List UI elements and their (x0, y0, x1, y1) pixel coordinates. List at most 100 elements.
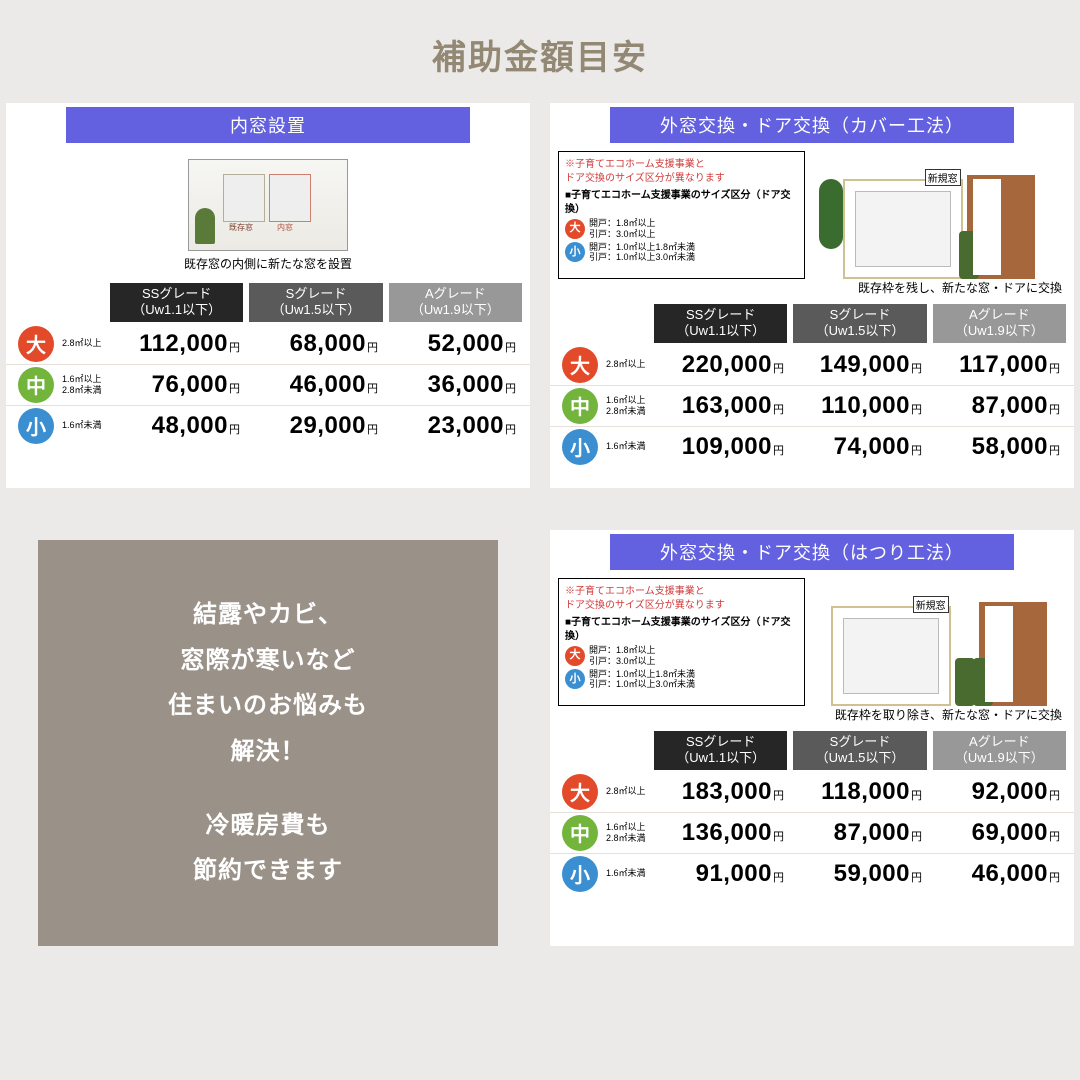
price-cell: 46,000円 (250, 371, 384, 399)
promo-line: 冷暖房費も (206, 803, 331, 849)
grade-header: Aグレード（Uw1.9以下） (389, 283, 522, 322)
price-row: 中 1.6㎡以上2.8㎡未満76,000円46,000円36,000円 (6, 365, 530, 406)
card-caption: 既存枠を残し、新たな窓・ドアに交換 (550, 279, 1074, 300)
price-cell: 87,000円 (932, 392, 1066, 420)
price-cell: 76,000円 (112, 371, 246, 399)
size-note: 2.8㎡以上 (606, 359, 652, 370)
grade-header: Sグレード（Uw1.5以下） (793, 731, 926, 770)
size-badge-large: 大 (18, 326, 54, 362)
card-outer-cover: 外窓交換・ドア交換（カバー工法） ※子育てエコホーム支援事業とドア交換のサイズ区… (550, 103, 1074, 488)
price-cell: 74,000円 (794, 433, 928, 461)
price-cell: 29,000円 (250, 412, 384, 440)
size-note: 2.8㎡以上 (62, 338, 108, 349)
note-box: ※子育てエコホーム支援事業とドア交換のサイズ区分が異なります ■子育てエコホーム支… (558, 151, 805, 279)
note-text: 開戸：1.8㎡以上引戸：3.0㎡以上 (589, 218, 656, 240)
note-text: 開戸：1.8㎡以上引戸：3.0㎡以上 (589, 645, 656, 667)
price-row: 小 1.6㎡未満 109,000円74,000円58,000円 (550, 427, 1074, 467)
grade-header: Sグレード（Uw1.5以下） (793, 304, 926, 343)
illustration-inner-window: 既存窓 内窓 (188, 159, 348, 251)
mini-badge-large: 大 (565, 646, 585, 666)
note-warning: ※子育てエコホーム支援事業とドア交換のサイズ区分が異なります (565, 158, 798, 185)
price-cell: 117,000円 (932, 351, 1066, 379)
card-header: 外窓交換・ドア交換（はつり工法） (610, 534, 1014, 570)
price-cell: 109,000円 (656, 433, 790, 461)
promo-line: 結露やカビ、 (193, 592, 343, 638)
size-badge-large: 大 (562, 774, 598, 810)
price-cell: 69,000円 (932, 819, 1066, 847)
table-inner: SSグレード（Uw1.1以下）Sグレード（Uw1.5以下）Aグレード（Uw1.9… (6, 279, 530, 446)
promo-line: 節約できます (193, 848, 343, 894)
note-line: 小開戸：1.0㎡以上1.8㎡未満引戸：1.0㎡以上3.0㎡未満 (565, 242, 798, 264)
price-cell: 136,000円 (656, 819, 790, 847)
note-text: 開戸：1.0㎡以上1.8㎡未満引戸：1.0㎡以上3.0㎡未満 (589, 242, 695, 264)
price-row: 大 2.8㎡以上 220,000円149,000円117,000円 (550, 345, 1074, 386)
note-line: 大開戸：1.8㎡以上引戸：3.0㎡以上 (565, 218, 798, 240)
size-note: 1.6㎡以上2.8㎡未満 (62, 374, 108, 396)
card-caption: 既存窓の内側に新たな窓を設置 (184, 255, 352, 272)
grade-header: SSグレード（Uw1.1以下） (654, 304, 787, 343)
price-row: 大2.8㎡以上112,000円68,000円52,000円 (6, 324, 530, 365)
mini-badge-large: 大 (565, 219, 585, 239)
size-note: 1.6㎡未満 (606, 868, 652, 879)
price-cell: 48,000円 (112, 412, 246, 440)
card-header: 外窓交換・ドア交換（カバー工法） (610, 107, 1014, 143)
price-row: 中1.6㎡以上2.8㎡未満136,000円87,000円69,000円 (550, 813, 1074, 854)
price-row: 中 1.6㎡以上2.8㎡未満163,000円110,000円87,000円 (550, 386, 1074, 427)
size-badge-small: 小 (562, 429, 598, 465)
price-cell: 58,000円 (932, 433, 1066, 461)
grade-header: SSグレード（Uw1.1以下） (110, 283, 243, 322)
price-row: 大 2.8㎡以上 183,000円118,000円92,000円 (550, 772, 1074, 813)
illus-tag-new: 内窓 (277, 222, 293, 233)
size-badge-medium: 中 (18, 367, 54, 403)
size-badge-medium: 中 (562, 388, 598, 424)
price-cell: 163,000円 (656, 392, 790, 420)
promo-line: 解決！ (231, 729, 306, 775)
grade-header: Aグレード（Uw1.9以下） (933, 731, 1066, 770)
window-tag: 新規窓 (925, 169, 961, 186)
size-badge-large: 大 (562, 347, 598, 383)
price-cell: 110,000円 (794, 392, 928, 420)
price-cell: 87,000円 (794, 819, 928, 847)
promo-line: 住まいのお悩みも (168, 683, 368, 729)
grade-header-row: SSグレード（Uw1.1以下）Sグレード（Uw1.5以下）Aグレード（Uw1.9… (550, 727, 1074, 772)
size-note: 2.8㎡以上 (606, 786, 652, 797)
mini-badge-small: 小 (565, 669, 585, 689)
price-cell: 112,000円 (112, 330, 246, 358)
window-tag: 新規窓 (913, 596, 949, 613)
mini-badge-small: 小 (565, 242, 585, 262)
note-subheading: ■子育てエコホーム支援事業のサイズ区分（ドア交換） (565, 189, 798, 216)
table-outer-cover: SSグレード（Uw1.1以下）Sグレード（Uw1.5以下）Aグレード（Uw1.9… (550, 300, 1074, 467)
card-grid: 内窓設置 既存窓 内窓 既存窓の内側に新たな窓を設置 SSグレード（Uw1.1以… (0, 103, 1080, 946)
size-note: 1.6㎡未満 (606, 441, 652, 452)
price-row: 小1.6㎡未満91,000円59,000円46,000円 (550, 854, 1074, 894)
price-cell: 183,000円 (656, 778, 790, 806)
grade-header: Aグレード（Uw1.9以下） (933, 304, 1066, 343)
illustration-outer-full: 新規窓 (831, 578, 1047, 706)
price-cell: 59,000円 (794, 860, 928, 888)
price-cell: 220,000円 (656, 351, 790, 379)
grade-header: SSグレード（Uw1.1以下） (654, 731, 787, 770)
note-text: 開戸：1.0㎡以上1.8㎡未満引戸：1.0㎡以上3.0㎡未満 (589, 669, 695, 691)
illustration-outer-cover: 新規窓 (843, 151, 1035, 279)
price-cell: 92,000円 (932, 778, 1066, 806)
promo-card-wrap: 結露やカビ、 窓際が寒いなど 住まいのお悩みも 解決！ 冷暖房費も 節約できます (6, 508, 530, 946)
size-badge-small: 小 (18, 408, 54, 444)
promo-line: 窓際が寒いなど (181, 638, 356, 684)
card-caption: 既存枠を取り除き、新たな窓・ドアに交換 (550, 706, 1074, 727)
illus-tag-existing: 既存窓 (229, 222, 253, 233)
size-note: 1.6㎡未満 (62, 420, 108, 431)
page-title: 補助金額目安 (0, 0, 1080, 103)
price-cell: 149,000円 (794, 351, 928, 379)
note-warning: ※子育てエコホーム支援事業とドア交換のサイズ区分が異なります (565, 585, 798, 612)
price-cell: 46,000円 (932, 860, 1066, 888)
price-cell: 36,000円 (388, 371, 522, 399)
price-cell: 118,000円 (794, 778, 928, 806)
table-outer-full: SSグレード（Uw1.1以下）Sグレード（Uw1.5以下）Aグレード（Uw1.9… (550, 727, 1074, 894)
price-cell: 91,000円 (656, 860, 790, 888)
price-cell: 68,000円 (250, 330, 384, 358)
price-row: 小1.6㎡未満48,000円29,000円23,000円 (6, 406, 530, 446)
note-box: ※子育てエコホーム支援事業とドア交換のサイズ区分が異なります ■子育てエコホーム支… (558, 578, 805, 706)
note-subheading: ■子育てエコホーム支援事業のサイズ区分（ドア交換） (565, 616, 798, 643)
size-note: 1.6㎡以上2.8㎡未満 (606, 822, 652, 844)
size-note: 1.6㎡以上2.8㎡未満 (606, 395, 652, 417)
